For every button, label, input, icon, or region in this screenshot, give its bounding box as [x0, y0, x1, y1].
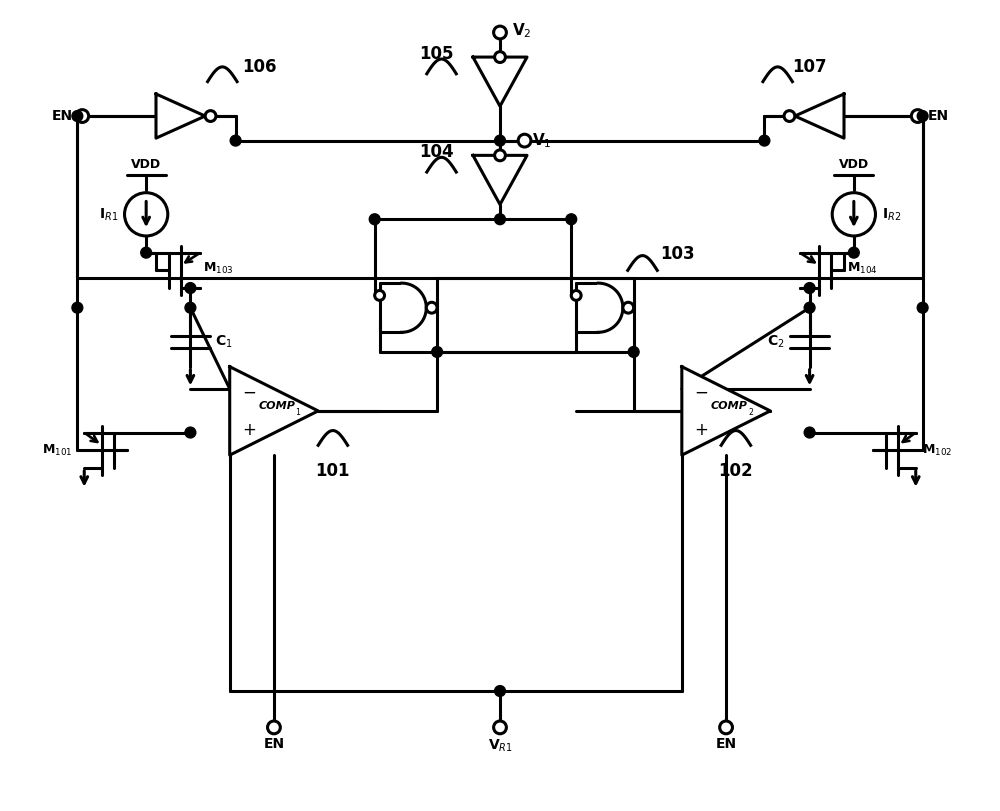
- Circle shape: [917, 303, 928, 313]
- Polygon shape: [473, 57, 527, 106]
- Circle shape: [375, 290, 385, 300]
- Text: $+$: $+$: [694, 421, 708, 439]
- Circle shape: [72, 303, 83, 313]
- Circle shape: [566, 214, 577, 225]
- Text: $-$: $-$: [242, 383, 256, 401]
- Circle shape: [185, 427, 196, 438]
- Text: C$_1$: C$_1$: [215, 334, 233, 350]
- Polygon shape: [156, 94, 205, 138]
- Text: I$_{R1}$: I$_{R1}$: [99, 206, 118, 222]
- Text: C$_2$: C$_2$: [767, 334, 785, 350]
- Circle shape: [720, 721, 732, 734]
- Circle shape: [848, 247, 859, 258]
- Text: 106: 106: [242, 58, 276, 76]
- Circle shape: [185, 283, 196, 294]
- Circle shape: [205, 110, 216, 122]
- Circle shape: [911, 109, 924, 122]
- Circle shape: [784, 110, 795, 122]
- Circle shape: [804, 303, 815, 313]
- Circle shape: [804, 283, 815, 294]
- Text: 102: 102: [719, 462, 753, 480]
- Circle shape: [76, 109, 89, 122]
- Circle shape: [495, 52, 505, 62]
- Circle shape: [432, 346, 443, 358]
- Text: $_2$: $_2$: [748, 406, 754, 419]
- Text: $_1$: $_1$: [295, 406, 302, 419]
- Text: COMP: COMP: [711, 401, 747, 411]
- Text: EN: EN: [928, 109, 949, 123]
- Circle shape: [804, 427, 815, 438]
- Text: M$_{102}$: M$_{102}$: [922, 443, 953, 457]
- Text: 105: 105: [419, 45, 453, 63]
- Circle shape: [494, 26, 506, 39]
- Circle shape: [495, 214, 505, 225]
- Circle shape: [623, 303, 634, 313]
- Polygon shape: [402, 283, 426, 333]
- Text: COMP: COMP: [258, 401, 295, 411]
- Text: 104: 104: [419, 144, 454, 161]
- Text: M$_{104}$: M$_{104}$: [847, 261, 878, 276]
- Polygon shape: [795, 94, 844, 138]
- Text: 101: 101: [316, 462, 350, 480]
- Text: VDD: VDD: [839, 158, 869, 171]
- Circle shape: [426, 303, 437, 313]
- Circle shape: [369, 214, 380, 225]
- Circle shape: [141, 247, 152, 258]
- Circle shape: [518, 135, 531, 147]
- Text: 103: 103: [660, 245, 695, 263]
- Circle shape: [230, 135, 241, 146]
- Circle shape: [495, 150, 505, 161]
- Circle shape: [917, 110, 928, 122]
- Circle shape: [832, 193, 875, 236]
- Text: V$_1$: V$_1$: [532, 131, 552, 150]
- Text: V$_2$: V$_2$: [512, 21, 531, 40]
- Circle shape: [495, 135, 505, 146]
- Polygon shape: [598, 283, 623, 333]
- Polygon shape: [682, 367, 770, 455]
- Text: EN: EN: [51, 109, 72, 123]
- Circle shape: [72, 110, 83, 122]
- Polygon shape: [230, 367, 318, 455]
- Text: M$_{103}$: M$_{103}$: [203, 261, 234, 276]
- Circle shape: [571, 290, 581, 300]
- Circle shape: [125, 193, 168, 236]
- Text: 107: 107: [792, 58, 827, 76]
- Text: I$_{R2}$: I$_{R2}$: [882, 206, 901, 222]
- Circle shape: [759, 135, 770, 146]
- Circle shape: [495, 685, 505, 697]
- Polygon shape: [473, 156, 527, 204]
- Circle shape: [185, 303, 196, 313]
- Text: VDD: VDD: [131, 158, 161, 171]
- Text: $-$: $-$: [694, 383, 708, 401]
- Text: $+$: $+$: [242, 421, 256, 439]
- Circle shape: [494, 721, 506, 734]
- Text: M$_{101}$: M$_{101}$: [42, 443, 73, 457]
- Text: EN: EN: [263, 737, 285, 751]
- Text: V$_{R1}$: V$_{R1}$: [488, 737, 512, 753]
- Circle shape: [628, 346, 639, 358]
- Text: EN: EN: [715, 737, 737, 751]
- Circle shape: [268, 721, 280, 734]
